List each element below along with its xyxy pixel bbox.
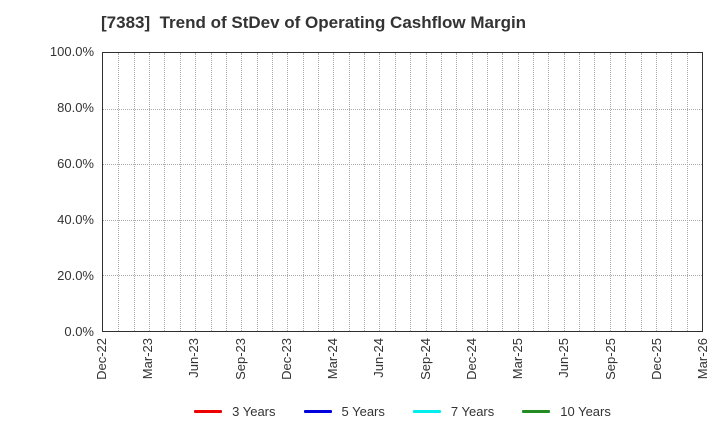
x-tick-label: Mar-23	[140, 338, 156, 380]
vertical-gridline	[302, 53, 304, 331]
vertical-gridline	[548, 53, 550, 331]
legend-item: 3 Years	[194, 404, 276, 419]
vertical-gridline	[379, 53, 381, 331]
legend-label: 7 Years	[450, 404, 495, 419]
vertical-gridline	[594, 53, 596, 331]
vertical-gridline	[333, 53, 335, 331]
x-tick-label: Jun-24	[371, 338, 387, 378]
vertical-gridline	[471, 53, 473, 331]
x-tick-label: Dec-24	[463, 338, 479, 380]
horizontal-gridline	[103, 108, 702, 110]
vertical-gridline	[225, 53, 227, 331]
x-tick-label: Dec-25	[648, 338, 664, 380]
vertical-gridline	[456, 53, 458, 331]
x-tick-label: Dec-22	[94, 338, 109, 380]
vertical-gridline	[517, 53, 519, 331]
x-tick-label: Mar-26	[695, 338, 710, 380]
x-tick-label: Jun-23	[186, 338, 202, 378]
plot-area	[102, 52, 703, 332]
vertical-gridline	[318, 53, 320, 331]
y-tick-label: 0.0%	[64, 324, 94, 339]
legend-label: 3 Years	[232, 404, 276, 419]
vertical-gridline	[348, 53, 350, 331]
vertical-gridline	[625, 53, 627, 331]
x-tick-label: Dec-23	[278, 338, 294, 380]
horizontal-gridline	[103, 275, 702, 277]
vertical-gridline	[364, 53, 366, 331]
vertical-gridline	[440, 53, 442, 331]
vertical-gridline	[671, 53, 673, 331]
y-tick-label: 60.0%	[57, 156, 94, 171]
chart-title: [7383] Trend of StDev of Operating Cashf…	[101, 13, 527, 32]
vertical-gridline	[256, 53, 258, 331]
vertical-gridline	[241, 53, 243, 331]
y-tick-label: 80.0%	[57, 100, 94, 115]
x-tick-label: Sep-23	[232, 338, 248, 380]
y-tick-label: 20.0%	[57, 268, 94, 283]
legend: 3 Years 5 Years 7 Years 10 Years	[102, 404, 703, 419]
legend-item: 5 Years	[303, 404, 385, 419]
vertical-gridline	[502, 53, 504, 331]
legend-line-swatch	[412, 410, 441, 413]
horizontal-gridline	[103, 219, 702, 221]
x-tick-label: Sep-24	[417, 338, 433, 380]
legend-line-swatch	[303, 410, 332, 413]
x-tick-label: Jun-25	[556, 338, 572, 378]
legend-item: 7 Years	[412, 404, 495, 419]
y-tick-label: 100.0%	[49, 44, 94, 59]
vertical-gridline	[179, 53, 181, 331]
x-tick-label: Mar-25	[510, 338, 526, 380]
vertical-gridline	[118, 53, 120, 331]
vertical-gridline	[686, 53, 688, 331]
vertical-gridline	[133, 53, 135, 331]
y-tick-label: 40.0%	[57, 212, 94, 227]
legend-label: 5 Years	[341, 404, 385, 419]
vertical-gridline	[655, 53, 657, 331]
legend-line-swatch	[522, 410, 551, 413]
vertical-gridline	[579, 53, 581, 331]
vertical-gridline	[210, 53, 212, 331]
vertical-gridline	[563, 53, 565, 331]
vertical-gridline	[425, 53, 427, 331]
legend-label: 10 Years	[560, 404, 611, 419]
vertical-gridline	[486, 53, 488, 331]
vertical-gridline	[195, 53, 197, 331]
vertical-gridline	[410, 53, 412, 331]
x-tick-label: Mar-24	[325, 338, 341, 380]
vertical-gridline	[149, 53, 151, 331]
horizontal-gridline	[103, 164, 702, 166]
vertical-gridline	[287, 53, 289, 331]
x-tick-label: Sep-25	[602, 338, 618, 380]
vertical-gridline	[609, 53, 611, 331]
vertical-gridline	[533, 53, 535, 331]
vertical-gridline	[394, 53, 396, 331]
vertical-gridline	[164, 53, 166, 331]
legend-item: 10 Years	[522, 404, 611, 419]
legend-line-swatch	[194, 410, 223, 413]
vertical-gridline	[640, 53, 642, 331]
vertical-gridline	[271, 53, 273, 331]
